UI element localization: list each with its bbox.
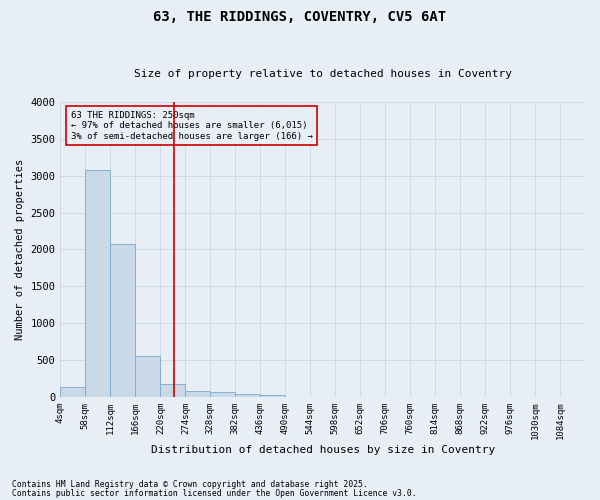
Text: 63 THE RIDDINGS: 250sqm
← 97% of detached houses are smaller (6,015)
3% of semi-: 63 THE RIDDINGS: 250sqm ← 97% of detache… bbox=[71, 111, 313, 140]
Text: 63, THE RIDDINGS, COVENTRY, CV5 6AT: 63, THE RIDDINGS, COVENTRY, CV5 6AT bbox=[154, 10, 446, 24]
Bar bbox=[110, 244, 136, 397]
X-axis label: Distribution of detached houses by size in Coventry: Distribution of detached houses by size … bbox=[151, 445, 495, 455]
Text: Contains HM Land Registry data © Crown copyright and database right 2025.: Contains HM Land Registry data © Crown c… bbox=[12, 480, 368, 489]
Title: Size of property relative to detached houses in Coventry: Size of property relative to detached ho… bbox=[134, 69, 512, 79]
Bar bbox=[235, 394, 260, 397]
Bar bbox=[210, 392, 235, 397]
Bar bbox=[61, 388, 85, 397]
Y-axis label: Number of detached properties: Number of detached properties bbox=[15, 159, 25, 340]
Bar bbox=[85, 170, 110, 397]
Bar bbox=[160, 384, 185, 397]
Bar bbox=[260, 396, 285, 397]
Bar bbox=[185, 392, 210, 397]
Text: Contains public sector information licensed under the Open Government Licence v3: Contains public sector information licen… bbox=[12, 488, 416, 498]
Bar bbox=[136, 356, 160, 397]
